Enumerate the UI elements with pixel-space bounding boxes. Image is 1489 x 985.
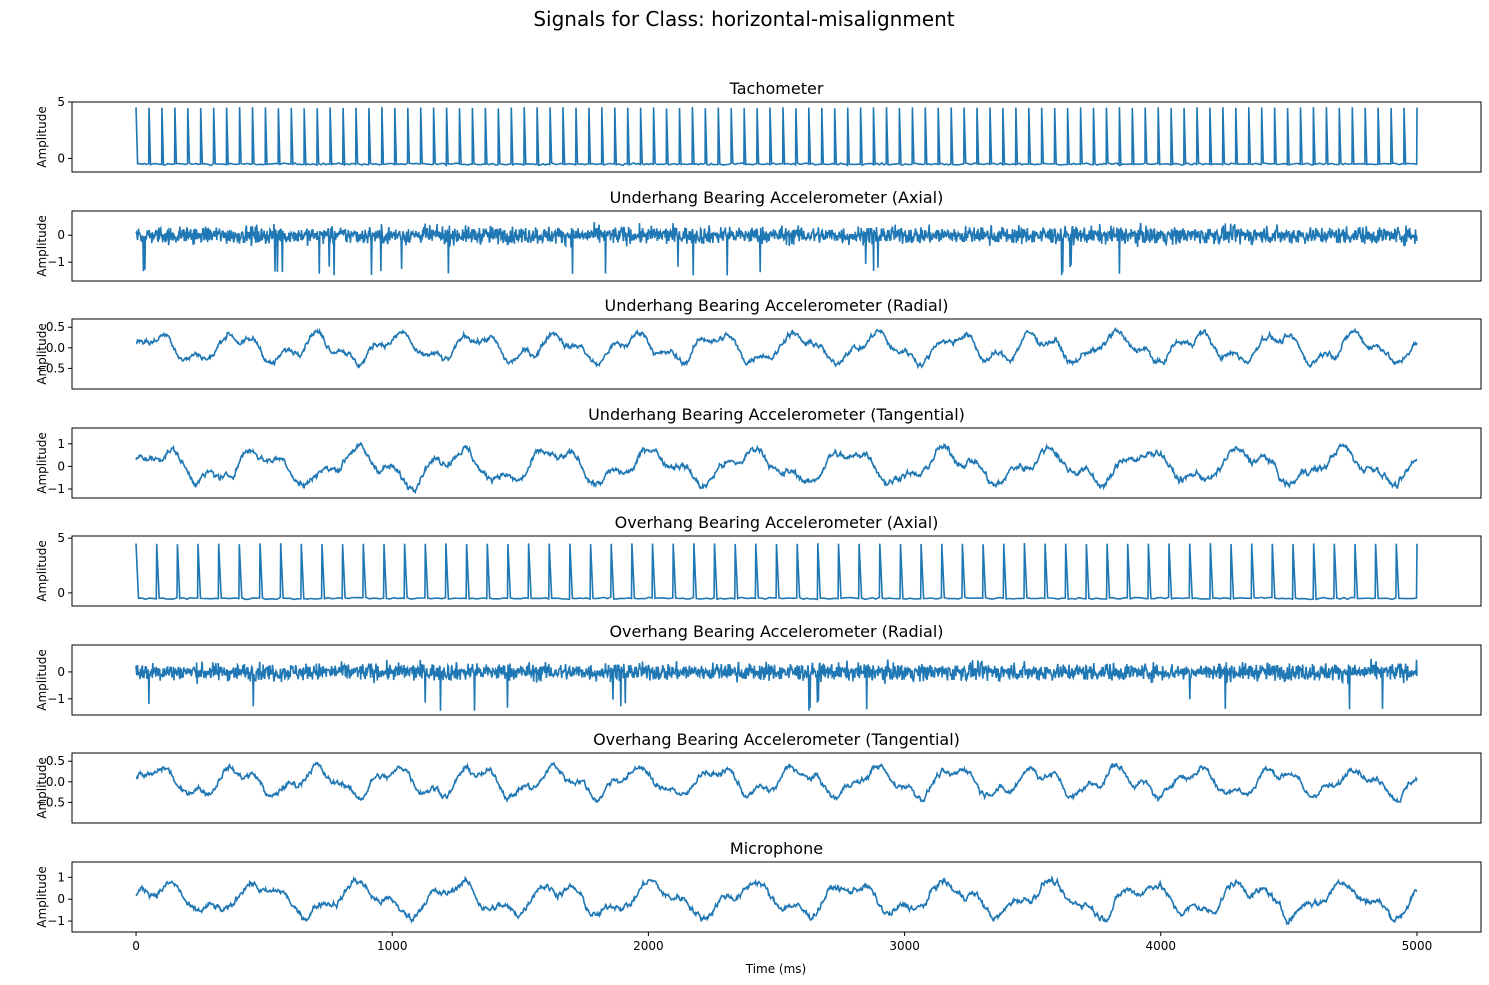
axes-frame xyxy=(71,318,1482,390)
y-tick-label: 0.5 xyxy=(46,754,65,768)
signal-line xyxy=(135,222,1418,276)
x-tick-label: 4000 xyxy=(1145,939,1176,953)
y-tick-label: 0 xyxy=(57,586,65,600)
axes-frame xyxy=(71,644,1482,716)
y-tick-label: 1 xyxy=(57,437,65,451)
subplot-title: Tachometer xyxy=(729,79,824,98)
y-tick-label: 0 xyxy=(57,665,65,679)
signal-line xyxy=(135,874,1418,926)
x-tick-label: 2000 xyxy=(633,939,664,953)
signal-line xyxy=(135,106,1418,167)
y-axis-label: Amplitude xyxy=(35,540,49,602)
subplot: Underhang Bearing Accelerometer (Radial)… xyxy=(35,296,1482,390)
subplot-title: Underhang Bearing Accelerometer (Axial) xyxy=(610,188,944,207)
subplot-title: Overhang Bearing Accelerometer (Tangenti… xyxy=(593,730,960,749)
axes-frame xyxy=(71,535,1482,607)
signal-line xyxy=(135,441,1418,495)
y-axis-label: Amplitude xyxy=(35,649,49,711)
axes-frame xyxy=(71,101,1482,173)
y-tick-label: 5 xyxy=(57,531,65,545)
y-axis-label: Amplitude xyxy=(35,866,49,928)
axes-frame xyxy=(71,427,1482,499)
signal-line xyxy=(135,761,1418,804)
subplot-title: Overhang Bearing Accelerometer (Axial) xyxy=(615,513,939,532)
subplot-title: Underhang Bearing Accelerometer (Radial) xyxy=(604,296,948,315)
signal-line xyxy=(135,658,1418,711)
y-tick-label: 0 xyxy=(57,151,65,165)
y-tick-label: 0.5 xyxy=(46,320,65,334)
y-axis-label: Amplitude xyxy=(35,215,49,277)
y-tick-label: −1 xyxy=(47,692,65,706)
y-axis-label: Amplitude xyxy=(35,757,49,819)
y-tick-label: 5 xyxy=(57,95,65,109)
subplot: Tachometer 0 5 Amplitude xyxy=(35,79,1482,173)
y-axis-label: Amplitude xyxy=(35,106,49,168)
axes-frame xyxy=(71,210,1482,282)
x-tick-label: 3000 xyxy=(889,939,920,953)
subplot: Underhang Bearing Accelerometer (Axial) −… xyxy=(35,188,1482,282)
y-tick-label: −1 xyxy=(47,255,65,269)
signal-line xyxy=(135,326,1418,370)
axes-frame xyxy=(71,861,1482,933)
y-tick-label: −0.5 xyxy=(36,361,65,375)
y-axis-label: Amplitude xyxy=(35,323,49,385)
y-axis-label: Amplitude xyxy=(35,432,49,494)
subplot-title: Microphone xyxy=(730,839,823,858)
y-tick-label: 1 xyxy=(57,870,65,884)
axes-frame xyxy=(71,752,1482,824)
figure-suptitle: Signals for Class: horizontal-misalignme… xyxy=(533,7,954,31)
y-tick-label: −0.5 xyxy=(36,795,65,809)
subplot: Overhang Bearing Accelerometer (Tangenti… xyxy=(35,730,1482,824)
signal-line xyxy=(135,542,1418,601)
y-tick-label: 0.0 xyxy=(46,341,65,355)
subplot: Underhang Bearing Accelerometer (Tangent… xyxy=(35,405,1482,499)
x-tick-label: 5000 xyxy=(1402,939,1433,953)
subplot-title: Overhang Bearing Accelerometer (Radial) xyxy=(609,622,943,641)
subplot-title: Underhang Bearing Accelerometer (Tangent… xyxy=(588,405,965,424)
x-axis-label: Time (ms) xyxy=(745,962,807,976)
y-tick-label: 0 xyxy=(57,228,65,242)
x-tick-label: 1000 xyxy=(377,939,408,953)
y-tick-label: −1 xyxy=(47,482,65,496)
x-tick-label: 0 xyxy=(132,939,140,953)
subplot: Overhang Bearing Accelerometer (Radial) −… xyxy=(35,622,1482,716)
y-tick-label: 0 xyxy=(57,892,65,906)
subplot: Overhang Bearing Accelerometer (Axial) 0 5… xyxy=(35,513,1482,607)
y-tick-label: 0.0 xyxy=(46,775,65,789)
y-tick-label: −1 xyxy=(47,914,65,928)
y-tick-label: 0 xyxy=(57,459,65,473)
subplot: Microphone −1 0 1 Amplitude 0 1000 2000 3000 4000… xyxy=(35,839,1482,953)
